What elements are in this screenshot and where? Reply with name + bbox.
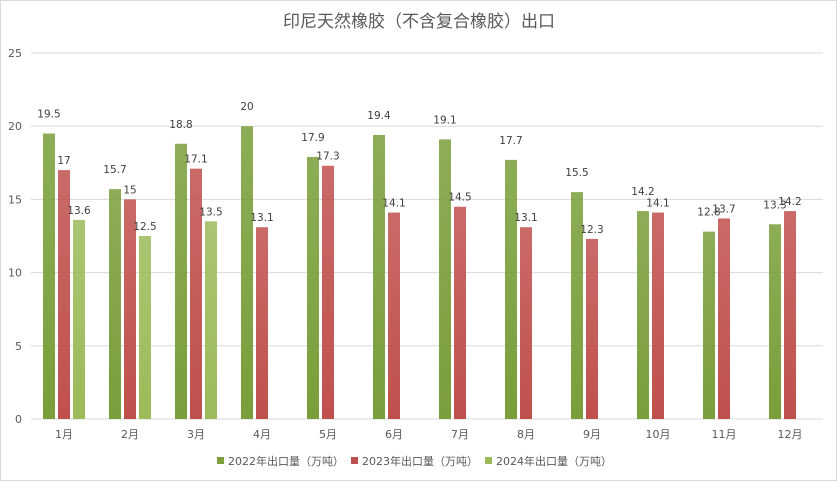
legend-swatch [485, 457, 492, 464]
bar [205, 221, 217, 419]
data-label: 20 [240, 101, 253, 113]
data-labels: 19.5 17 13.6 15.7 15 12.5 18.8 17.1 13.5 20 13.1 17… [37, 101, 801, 236]
x-tick-label: 9月 [583, 428, 601, 441]
bar [241, 126, 253, 419]
bar [586, 238, 598, 419]
bar [322, 165, 334, 419]
data-label: 14.2 [631, 186, 654, 198]
x-tick-label: 4月 [253, 428, 271, 441]
data-label: 15.5 [565, 167, 588, 179]
data-label: 19.5 [37, 109, 60, 121]
y-tick-label: 15 [8, 193, 22, 206]
data-label: 17 [57, 155, 70, 167]
bar [109, 189, 121, 419]
x-tick-label: 7月 [451, 428, 469, 441]
legend-swatch [217, 457, 224, 464]
y-tick-label: 25 [8, 47, 22, 60]
legend-label: 2024年出口量（万吨） [496, 454, 612, 468]
bar [307, 156, 319, 419]
y-axis-ticks: 0 5 10 15 20 25 [8, 47, 22, 426]
legend-label: 2022年出口量（万吨） [228, 454, 344, 468]
data-label: 17.3 [316, 151, 339, 163]
bar [520, 227, 532, 419]
data-label: 14.5 [448, 192, 471, 204]
data-label: 14.1 [646, 198, 669, 210]
bar [175, 143, 187, 419]
x-tick-label: 10月 [646, 428, 671, 441]
data-label: 13.3 [763, 199, 786, 211]
bar [454, 206, 466, 419]
x-tick-label: 5月 [319, 428, 337, 441]
bar [139, 236, 151, 419]
data-label: 13.1 [514, 212, 537, 224]
x-tick-label: 2月 [121, 428, 139, 441]
data-label: 14.2 [778, 196, 801, 208]
legend-label: 2023年出口量（万吨） [362, 454, 478, 468]
data-label: 13.7 [712, 203, 735, 215]
x-tick-label: 3月 [187, 428, 205, 441]
bar [505, 159, 517, 419]
data-label: 13.6 [67, 205, 91, 217]
x-tick-label: 11月 [712, 428, 737, 441]
legend-swatch [351, 457, 358, 464]
data-label: 19.4 [367, 110, 391, 122]
x-tick-label: 12月 [778, 428, 803, 441]
x-tick-label: 6月 [385, 428, 403, 441]
gridlines [31, 52, 823, 420]
data-label: 18.8 [169, 119, 192, 131]
bar [784, 211, 796, 419]
data-label: 12.5 [133, 221, 156, 233]
data-label: 17.9 [301, 132, 324, 144]
data-label: 12.3 [580, 224, 603, 236]
x-tick-label: 8月 [517, 428, 535, 441]
bar [637, 211, 649, 419]
y-tick-label: 10 [8, 267, 22, 280]
y-tick-label: 20 [8, 120, 22, 133]
bar [571, 192, 583, 419]
bar [388, 212, 400, 419]
bar [652, 212, 664, 419]
bar [190, 168, 202, 419]
y-tick-label: 0 [15, 413, 22, 426]
bar [703, 231, 715, 419]
data-label: 17.1 [184, 154, 207, 166]
x-axis-ticks: 1月 2月 3月 4月 5月 6月 7月 8月 9月 10月 11月 12月 [55, 428, 803, 441]
data-label: 15 [123, 184, 136, 196]
data-label: 14.1 [382, 198, 405, 210]
bar [73, 219, 85, 419]
bar [43, 133, 55, 419]
bar [124, 199, 136, 419]
data-label: 13.1 [250, 212, 273, 224]
y-tick-label: 5 [15, 340, 22, 353]
legend: 2022年出口量（万吨） 2023年出口量（万吨） 2024年出口量（万吨） [217, 454, 612, 468]
bar [256, 227, 268, 419]
data-label: 13.5 [199, 206, 222, 218]
data-label: 19.1 [433, 114, 456, 126]
bars [43, 126, 796, 419]
bar [373, 134, 385, 419]
bar [718, 218, 730, 419]
data-label: 15.7 [103, 164, 126, 176]
data-label: 17.7 [499, 135, 522, 147]
bar [439, 139, 451, 419]
chart-title: 印尼天然橡胶（不含复合橡胶）出口 [283, 12, 555, 32]
x-tick-label: 1月 [55, 428, 73, 441]
bar [58, 170, 70, 419]
data-label: 12.8 [697, 207, 720, 219]
bar [769, 224, 781, 419]
